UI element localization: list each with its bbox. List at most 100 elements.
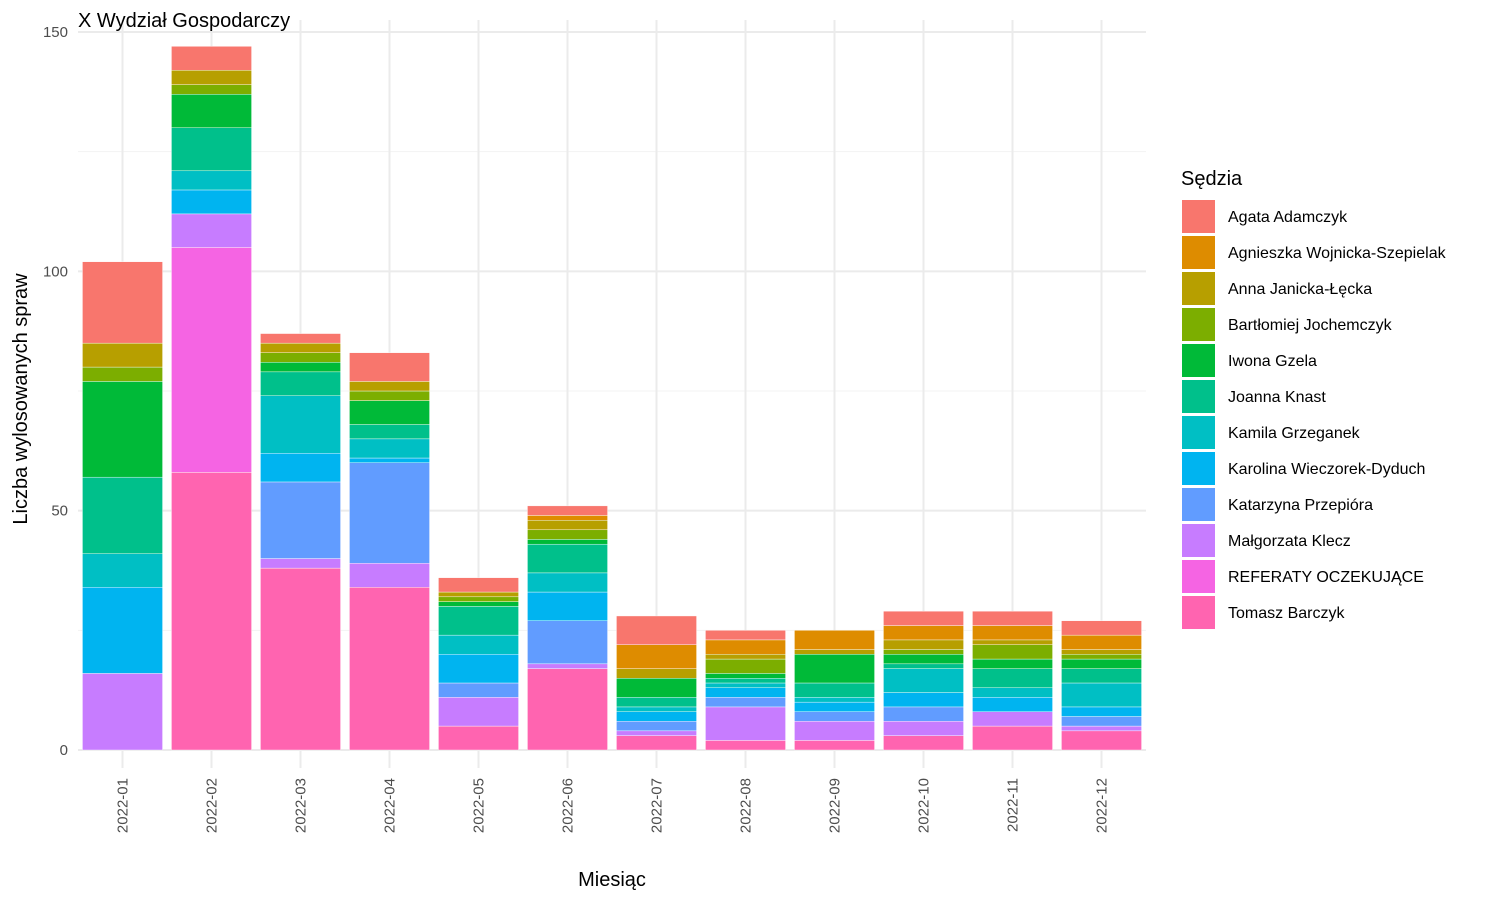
- bar-segment: [794, 682, 875, 698]
- bar-segment: [705, 673, 786, 679]
- bar-segment: [171, 94, 252, 128]
- bar-segment: [260, 558, 341, 569]
- bar-segment: [82, 673, 163, 751]
- bar-segment: [438, 606, 519, 636]
- bar-segment: [82, 381, 163, 478]
- bar-segment: [794, 630, 875, 650]
- legend-label: Agata Adamczyk: [1228, 209, 1348, 226]
- bar-segment: [82, 342, 163, 368]
- bar-segment: [616, 735, 697, 751]
- bar-segment: [1061, 654, 1142, 660]
- x-tick-label: 2022-09: [827, 778, 844, 833]
- bar-segment: [883, 625, 964, 641]
- bar-segment: [972, 668, 1053, 688]
- x-axis-title: Miesiąc: [578, 869, 646, 891]
- bar-segment: [705, 682, 786, 688]
- bar-segment: [616, 697, 697, 708]
- bar-segment: [883, 692, 964, 708]
- x-tick-label: 2022-03: [293, 778, 310, 833]
- bar-segment: [883, 721, 964, 736]
- bar-segment: [438, 725, 519, 751]
- legend-label: Agnieszka Wojnicka-Szepielak: [1228, 245, 1447, 262]
- bar-segment: [883, 735, 964, 751]
- bar-segment: [527, 620, 608, 665]
- legend-swatch: [1182, 416, 1215, 449]
- bar-segment: [1061, 725, 1142, 732]
- bar-segment: [349, 400, 430, 425]
- bar-segment: [794, 697, 875, 703]
- bars: [82, 46, 1142, 751]
- x-tick-label: 2022-06: [560, 778, 577, 833]
- bar-segment: [1061, 706, 1142, 717]
- bar-segment: [349, 457, 430, 464]
- bar-segment: [82, 553, 163, 588]
- y-tick-label: 0: [60, 742, 68, 759]
- legend-label: Joanna Knast: [1228, 389, 1326, 406]
- bar-segment: [794, 701, 875, 712]
- bar-segment: [171, 70, 252, 85]
- bar-segment: [171, 84, 252, 95]
- bar-segment: [171, 46, 252, 71]
- legend-label: Bartłomiej Jochemczyk: [1228, 317, 1393, 334]
- bar-segment: [171, 170, 252, 191]
- legend-title: Sędzia: [1181, 168, 1243, 190]
- bar-segment: [972, 711, 1053, 727]
- x-tick-label: 2022-10: [916, 778, 933, 833]
- bar-segment: [527, 515, 608, 521]
- bar-segment: [794, 711, 875, 722]
- bar-segment: [171, 189, 252, 215]
- x-tick-label: 2022-07: [649, 778, 666, 833]
- bar-segment: [616, 644, 697, 669]
- bar-segment: [260, 362, 341, 373]
- chart-title: X Wydział Gospodarczy: [78, 10, 290, 32]
- bar-segment: [705, 678, 786, 684]
- bar-segment: [260, 333, 341, 344]
- bar-segment: [1061, 620, 1142, 636]
- legend-swatch: [1182, 452, 1215, 485]
- legend-label: Iwona Gzela: [1228, 353, 1317, 370]
- bar-segment: [794, 740, 875, 751]
- bar-segment: [972, 687, 1053, 698]
- y-tick-label: 100: [43, 263, 68, 280]
- bar-segment: [82, 261, 163, 344]
- bar-segment: [527, 539, 608, 545]
- bar-segment: [171, 472, 252, 751]
- bar-segment: [616, 730, 697, 736]
- bar-segment: [260, 453, 341, 483]
- bar-segment: [527, 543, 608, 574]
- legend-swatch: [1182, 200, 1215, 233]
- legend: Sędzia Agata Adamczyk Agnieszka Wojnicka-…: [1181, 168, 1447, 629]
- bar-segment: [438, 697, 519, 727]
- legend-swatch: [1182, 560, 1215, 593]
- bar-segment: [527, 520, 608, 531]
- legend-label: REFERATY OCZEKUJĄCE: [1228, 569, 1424, 586]
- bar-segment: [972, 725, 1053, 751]
- bar-segment: [260, 352, 341, 363]
- bar-segment: [527, 529, 608, 540]
- bar-segment: [1061, 730, 1142, 751]
- bar-segment: [171, 247, 252, 473]
- x-tick-label: 2022-01: [115, 778, 132, 833]
- bar-segment: [616, 678, 697, 698]
- bar-segment: [349, 462, 430, 564]
- bar-segment: [527, 572, 608, 593]
- bar-segment: [1061, 668, 1142, 684]
- bar-segment: [527, 668, 608, 751]
- bar-segment: [260, 395, 341, 454]
- legend-swatch: [1182, 272, 1215, 305]
- bar-segment: [705, 706, 786, 741]
- bar-segment: [883, 639, 964, 650]
- y-axis-title: Liczba wylosowanych spraw: [10, 273, 32, 525]
- bar-segment: [260, 481, 341, 559]
- bar-segment: [705, 630, 786, 641]
- bar-segment: [527, 663, 608, 669]
- legend-label: Karolina Wieczorek-Dyduch: [1228, 461, 1425, 478]
- bar-segment: [438, 577, 519, 593]
- bar-segment: [349, 381, 430, 392]
- bar-segment: [1061, 634, 1142, 650]
- bar-segment: [1061, 649, 1142, 655]
- bar-segment: [171, 213, 252, 248]
- bar-segment: [82, 476, 163, 554]
- bar-segment: [438, 654, 519, 684]
- bar-segment: [616, 721, 697, 732]
